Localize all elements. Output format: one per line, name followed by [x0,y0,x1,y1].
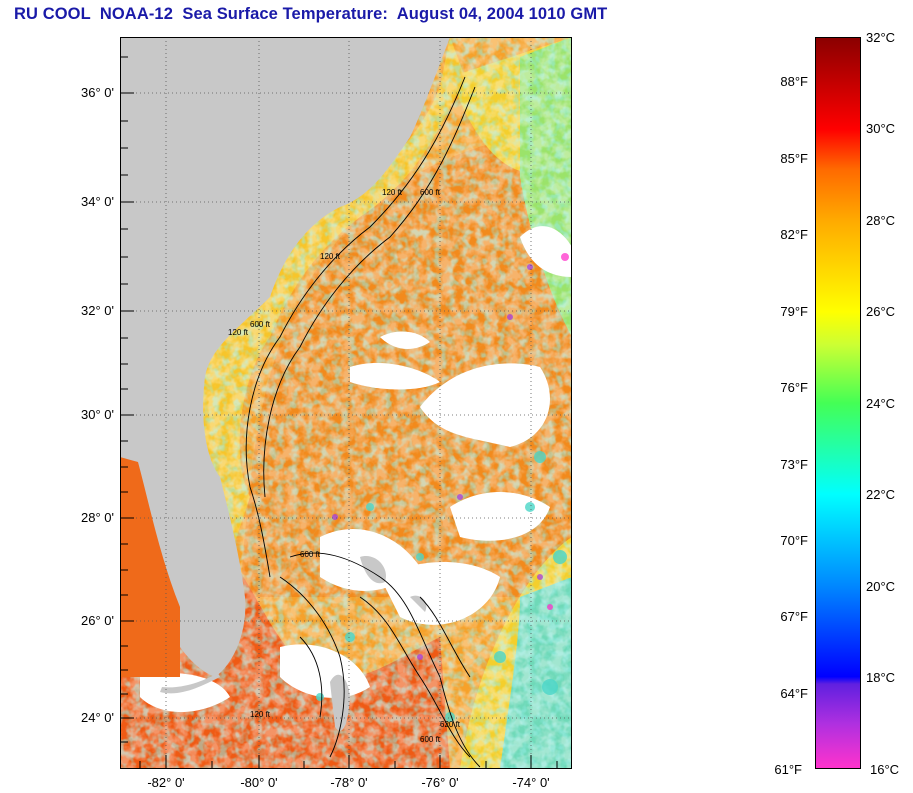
fahrenheit-label: 67°F [780,609,808,624]
contour-label: 120 ft [228,328,249,337]
fahrenheit-label: 76°F [780,380,808,395]
longitude-label: -78° 0' [330,775,368,790]
contour-label: 600 ft [300,550,321,559]
contour-label: 120 ft [250,710,271,719]
graticule [120,37,572,769]
sst-map[interactable]: 120 ft 600 ft 120 ft 600 ft 120 ft 600 f… [120,37,572,769]
colorbar-fill [816,38,860,768]
contour-label: 600 ft [250,320,271,329]
longitude-label: -80° 0' [240,775,278,790]
fahrenheit-label: 85°F [780,151,808,166]
celsius-label: 26°C [866,304,896,319]
contour-label: 600 ft [420,735,441,744]
latitude-label: 24° 0' [81,710,114,725]
latitude-label: 32° 0' [81,303,114,318]
fahrenheit-label: 64°F [780,686,808,701]
fahrenheit-label: 79°F [780,304,808,319]
left-axis-ticks [120,56,134,743]
celsius-label: 24°C [866,396,896,411]
latitude-label: 28° 0' [81,510,114,525]
celsius-label: 22°C [866,487,896,502]
latitude-label: 34° 0' [81,194,114,209]
temperature-colorbar [815,37,861,769]
map-border [120,37,572,769]
longitude-label: -74° 0' [512,775,550,790]
contour-label: 120 ft [320,252,341,261]
bottom-axis-ticks [139,755,558,769]
contour-label: 600 ft [420,188,441,197]
celsius-label: 32°C [866,30,896,45]
latitude-label: 36° 0' [81,85,114,100]
contour-label: 620 ft [440,720,461,729]
latitude-label: 26° 0' [81,613,114,628]
us-mainland [120,37,450,677]
sst-map-canvas: 120 ft 600 ft 120 ft 600 ft 120 ft 600 f… [120,37,572,769]
longitude-label: -76° 0' [421,775,459,790]
gulf-of-mexico-water [120,457,180,677]
fahrenheit-label: 61°F [774,762,802,777]
colorbar-gradient [816,38,860,768]
florida-keys [160,673,220,694]
fahrenheit-label: 70°F [780,533,808,548]
latitude-label: 30° 0' [81,407,114,422]
longitude-label: -82° 0' [147,775,185,790]
celsius-label: 16°C [870,762,900,777]
celsius-label: 30°C [866,121,896,136]
fahrenheit-label: 82°F [780,227,808,242]
fahrenheit-label: 88°F [780,74,808,89]
celsius-label: 28°C [866,213,896,228]
contour-label: 120 ft [382,188,403,197]
celsius-label: 20°C [866,579,896,594]
purple-pixel-patches [332,253,569,660]
bathymetry-contours [245,76,481,768]
celsius-label: 18°C [866,670,896,685]
map-title: RU COOL NOAA-12 Sea Surface Temperature:… [14,5,608,23]
contour-label-group: 120 ft 600 ft 120 ft 600 ft 120 ft 600 f… [228,188,461,744]
fahrenheit-label: 73°F [780,457,808,472]
